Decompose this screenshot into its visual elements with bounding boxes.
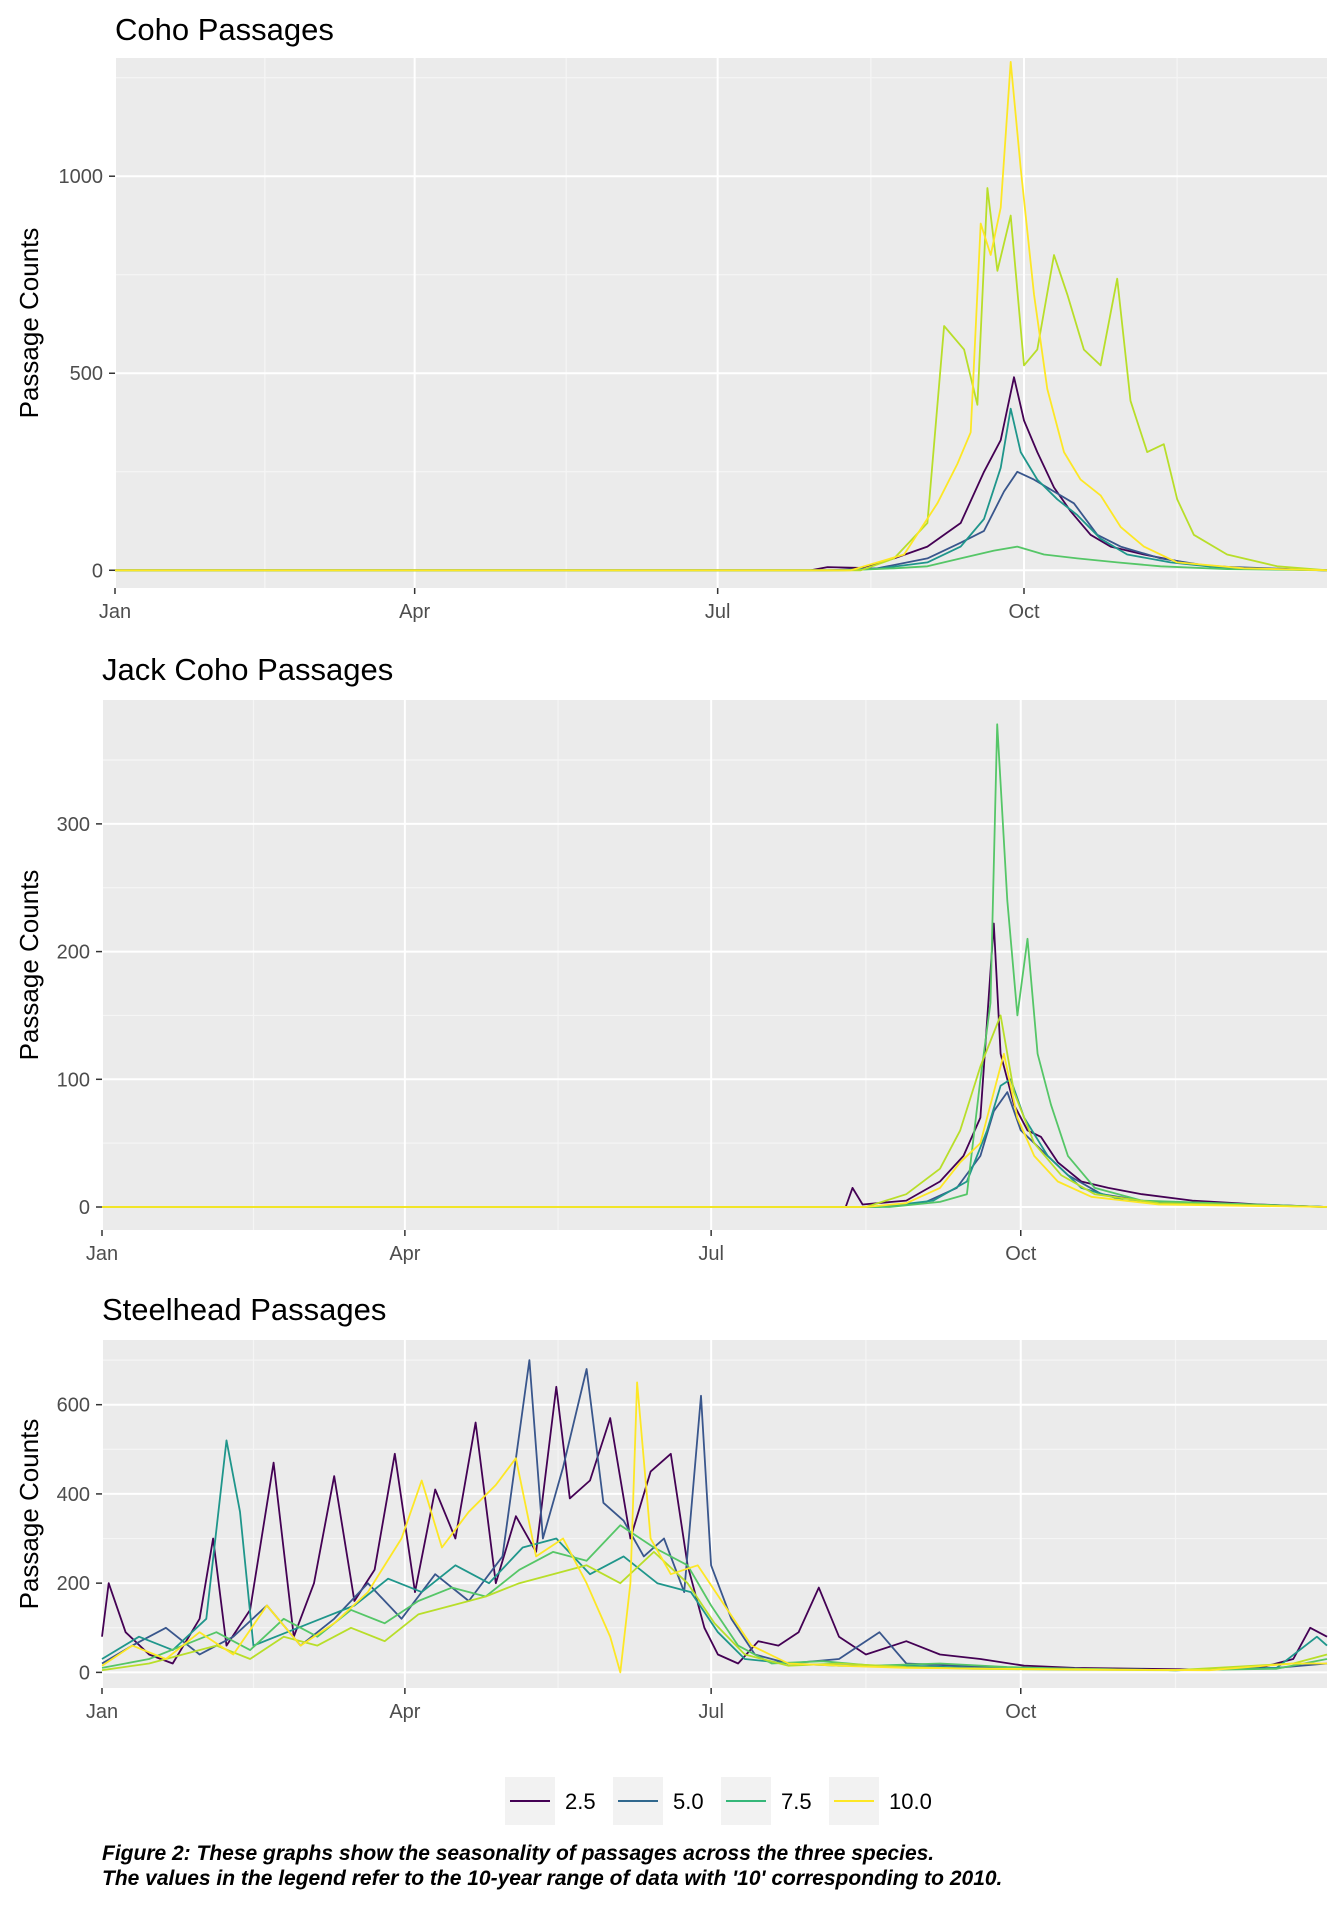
x-tick-label: Apr: [399, 601, 430, 623]
legend-label: 7.5: [781, 1789, 812, 1814]
y-tick-label: 100: [57, 1069, 90, 1091]
x-tick-label: Oct: [1008, 601, 1040, 623]
x-tick-label: Jan: [99, 601, 131, 623]
steelhead-title: Steelhead Passages: [102, 1292, 386, 1327]
legend-label: 2.5: [565, 1789, 596, 1814]
jack-coho-ticks: Jan Apr Jul Oct 0 100 200 300: [57, 814, 1037, 1265]
y-tick-label: 200: [57, 1573, 90, 1595]
series-line-5: [115, 187, 1328, 572]
legend-label: 10.0: [889, 1789, 932, 1814]
x-tick-label: Jul: [698, 1701, 724, 1723]
series-line-1: [102, 922, 1328, 1208]
series-line-5: [102, 1014, 1328, 1208]
coho-title: Coho Passages: [115, 12, 334, 47]
legend-label: 5.0: [673, 1789, 704, 1814]
coho-ticks: Jan Apr Jul Oct 0 500 1000: [59, 166, 1040, 623]
x-tick-label: Apr: [389, 1701, 420, 1723]
series-line-6: [115, 61, 1328, 572]
jack-coho-lines: [102, 723, 1328, 1208]
steelhead-lines: [101, 1359, 1328, 1674]
y-tick-label: 0: [79, 1662, 90, 1684]
series-line-4: [101, 1524, 1328, 1672]
figure-caption: Figure 2: These graphs show the seasonal…: [102, 1841, 1302, 1891]
series-line-6: [101, 1381, 1327, 1674]
series-line-4: [102, 723, 1328, 1208]
series-line-1: [101, 1385, 1328, 1671]
y-tick-label: 1000: [59, 166, 104, 188]
legend: 2.5 5.0 7.5 10.0: [505, 1777, 932, 1825]
series-line-4: [115, 545, 1328, 572]
y-tick-label: 500: [70, 363, 103, 385]
x-tick-label: Jul: [705, 601, 731, 623]
x-tick-label: Jul: [698, 1243, 724, 1265]
y-tick-label: 200: [57, 942, 90, 964]
y-tick-label: 0: [92, 560, 103, 582]
y-tick-label: 400: [57, 1484, 90, 1506]
coho-lines: [115, 61, 1328, 572]
steelhead-y-axis-title: Passage Counts: [14, 1419, 44, 1610]
y-tick-label: 600: [57, 1395, 90, 1417]
caption-line-2: The values in the legend refer to the 10…: [102, 1867, 1003, 1890]
coho-y-axis-title: Passage Counts: [14, 228, 44, 419]
caption-line-1: Figure 2: These graphs show the seasonal…: [102, 1842, 935, 1865]
steelhead-panel: Steelhead Passages Jan Apr Jul Oct 0 200 400 60…: [14, 1292, 1328, 1723]
series-line-2: [115, 470, 1328, 572]
coho-plot-background: [115, 58, 1327, 588]
y-tick-label: 300: [57, 814, 90, 836]
series-line-6: [102, 1052, 1328, 1208]
jack-coho-plot-background: [102, 700, 1327, 1230]
y-tick-label: 0: [79, 1197, 90, 1219]
jack-coho-title: Jack Coho Passages: [102, 652, 393, 687]
x-tick-label: Jan: [86, 1701, 118, 1723]
series-line-3: [115, 407, 1328, 572]
jack-coho-panel: Jack Coho Passages Jan Apr Jul Oct 0 100 200 30…: [14, 652, 1328, 1265]
x-tick-label: Jan: [86, 1243, 118, 1265]
steelhead-plot-background: [102, 1340, 1327, 1688]
x-tick-label: Oct: [1005, 1701, 1037, 1723]
x-tick-label: Apr: [389, 1243, 420, 1265]
jack-coho-y-axis-title: Passage Counts: [14, 870, 44, 1061]
coho-panel: Coho Passages Jan Apr Jul Oct 0 500 1000 Passa…: [14, 12, 1328, 623]
x-tick-label: Oct: [1005, 1243, 1037, 1265]
steelhead-ticks: Jan Apr Jul Oct 0 200 400 600: [57, 1395, 1037, 1723]
